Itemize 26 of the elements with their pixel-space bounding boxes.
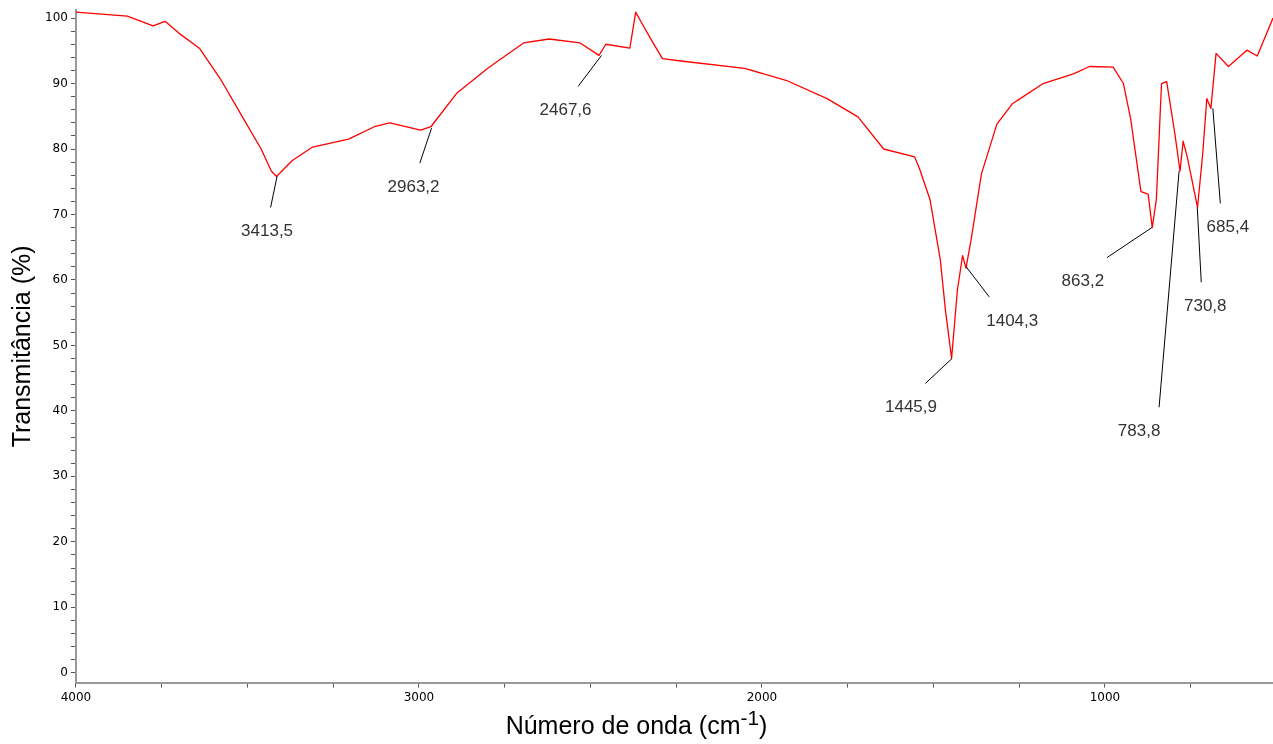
annotation: 3413,5 (241, 221, 294, 241)
annotation: 2467,6 (539, 100, 592, 120)
y-tick-label: 30 (52, 468, 68, 483)
x-axis-title: Número de onda (cm$^{-1}$) (504, 706, 769, 741)
y-tick-label: 80 (52, 141, 68, 156)
x-tick-label: 2000 (746, 689, 778, 704)
y-tick-label: 10 (52, 599, 68, 614)
annotation: 730,8 (1183, 295, 1227, 315)
annotation: 685,4 (1206, 217, 1250, 237)
x-tick-label: 4000 (60, 689, 92, 704)
annotation: 863,2 (1061, 271, 1105, 291)
annotation: 1404,3 (986, 310, 1039, 330)
y-tick-label: 100 (45, 10, 68, 25)
annotation: 783,8 (1117, 420, 1161, 440)
annotation: 1445,9 (884, 397, 937, 417)
y-tick-label: 0 (60, 664, 68, 679)
y-tick-label: 60 (52, 272, 68, 287)
x-tick-label: 1000 (1089, 689, 1121, 704)
y-tick-label: 20 (52, 533, 68, 548)
annotation: 2963,2 (387, 176, 440, 196)
x-tick-label: 3000 (403, 689, 435, 704)
y-tick-label: 40 (52, 403, 68, 418)
y-tick-label: 50 (52, 337, 68, 352)
y-tick-label: 70 (52, 206, 68, 221)
y-axis-title: Transmitância (%) (6, 245, 35, 448)
y-tick-label: 90 (52, 75, 68, 90)
